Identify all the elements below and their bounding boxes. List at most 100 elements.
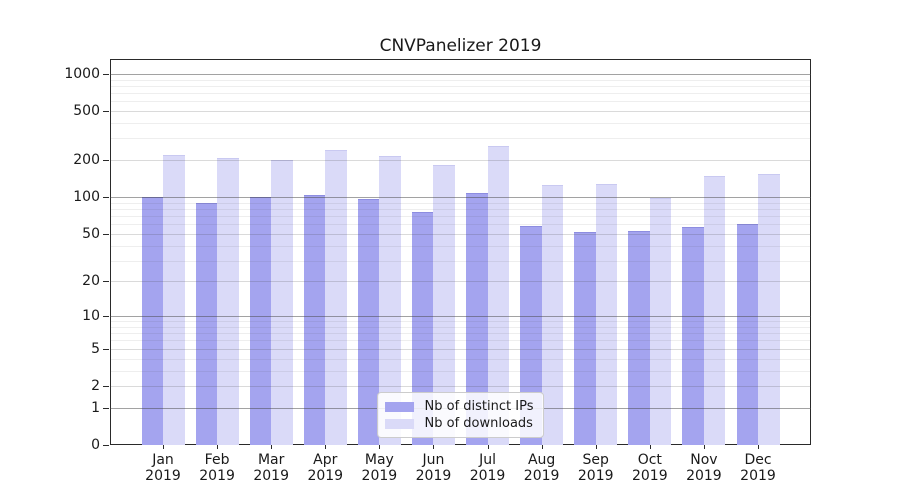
- x-tick-mark: [163, 445, 164, 449]
- bar-downloads-jun: [433, 165, 455, 445]
- bar-distinct-ips-nov: [682, 226, 704, 445]
- gridline-y-9: [110, 321, 811, 323]
- y-tick-mark: [103, 233, 109, 235]
- y-axis-tick-label: 200: [73, 152, 100, 169]
- gridline-y-600: [110, 101, 811, 103]
- legend-label: Nb of distinct IPs: [424, 399, 534, 414]
- gridline-y-4: [110, 358, 811, 360]
- x-axis-tick-label: Dec 2019: [728, 452, 788, 484]
- gridline-y-300: [110, 138, 811, 140]
- gridline-y-90: [110, 202, 811, 204]
- gridline-y-400: [110, 123, 811, 125]
- gridline-y-2: [110, 385, 811, 387]
- x-tick-year: 2019: [631, 468, 668, 484]
- y-axis-tick-label: 20: [82, 273, 100, 290]
- gridline-y-3: [110, 370, 811, 372]
- bar-downloads-feb: [217, 158, 239, 445]
- bar-distinct-ips-aug: [520, 225, 542, 445]
- x-tick-year: 2019: [253, 468, 289, 484]
- gridline-y-80: [110, 208, 811, 210]
- gridline-y-200: [110, 160, 811, 162]
- x-tick-month: Nov: [690, 452, 718, 468]
- gridline-y-10: [110, 316, 811, 318]
- y-tick-mark: [103, 160, 109, 162]
- x-tick-month: Jul: [479, 452, 496, 468]
- x-axis-tick-label: Oct 2019: [620, 452, 680, 484]
- x-axis-tick-label: Apr 2019: [295, 452, 355, 484]
- bar-downloads-nov: [703, 176, 726, 445]
- x-axis-tick-label: Sep 2019: [566, 452, 626, 484]
- x-tick-year: 2019: [307, 468, 344, 484]
- bar-downloads-may: [379, 156, 401, 445]
- bar-downloads-oct: [649, 198, 672, 445]
- x-tick-month: Dec: [744, 452, 772, 468]
- x-tick-month: Aug: [527, 452, 556, 468]
- bar-downloads-jul: [487, 146, 510, 445]
- x-tick-mark: [758, 445, 759, 449]
- x-tick-year: 2019: [740, 468, 776, 484]
- y-axis-tick-label: 1000: [64, 65, 100, 82]
- x-tick-mark: [217, 445, 219, 449]
- gridline-y-5: [110, 348, 811, 350]
- chart-title: CNVPanelizer 2019: [379, 36, 542, 56]
- bar-distinct-ips-dec: [736, 224, 758, 445]
- y-axis-tick-label: 1: [91, 399, 100, 416]
- legend-item-distinct-ips: Nb of distinct IPs: [384, 398, 534, 415]
- y-tick-mark: [103, 445, 109, 446]
- bar-downloads-jan: [163, 155, 185, 445]
- x-tick-month: Feb: [204, 452, 230, 468]
- y-axis-tick-label: 10: [82, 308, 100, 325]
- y-axis-tick-label: 100: [73, 189, 100, 206]
- x-tick-month: Mar: [257, 452, 285, 468]
- y-tick-mark: [103, 281, 109, 283]
- gridline-y-30: [110, 260, 811, 262]
- bar-downloads-aug: [541, 185, 564, 445]
- x-axis-tick-label: Aug 2019: [512, 452, 572, 484]
- x-tick-month: Jan: [152, 452, 174, 468]
- x-tick-mark: [649, 445, 651, 449]
- x-axis-tick-label: Jun 2019: [403, 452, 463, 484]
- bar-distinct-ips-apr: [303, 195, 326, 445]
- bar-downloads-sep: [595, 184, 618, 445]
- legend-swatch: [384, 401, 414, 412]
- x-tick-mark: [325, 445, 327, 449]
- legend: Nb of distinct IPs Nb of downloads: [376, 392, 545, 438]
- y-tick-mark: [103, 111, 109, 113]
- gridline-y-50: [110, 233, 811, 235]
- legend-label: Nb of downloads: [424, 416, 533, 431]
- gridline-y-20: [110, 281, 811, 283]
- bar-distinct-ips-sep: [574, 231, 596, 445]
- x-tick-mark: [595, 445, 597, 449]
- gridline-y-900: [110, 79, 811, 81]
- x-tick-year: 2019: [415, 468, 452, 484]
- x-tick-mark: [541, 445, 543, 449]
- y-axis-tick-label: 2: [91, 377, 100, 394]
- x-tick-year: 2019: [469, 468, 506, 484]
- x-axis-tick-label: Mar 2019: [241, 452, 301, 484]
- gridline-y-500: [110, 111, 811, 113]
- gridline-y-6: [110, 340, 811, 342]
- x-tick-month: May: [364, 452, 394, 468]
- x-axis-tick-label: Nov 2019: [674, 452, 734, 484]
- bar-downloads-apr: [325, 150, 347, 445]
- y-axis-tick-label: 5: [91, 340, 100, 357]
- x-tick-mark: [703, 445, 705, 449]
- x-tick-month: Apr: [313, 452, 338, 468]
- y-axis-tick-label: 0: [91, 437, 100, 453]
- gridline-y-60: [110, 224, 811, 226]
- y-tick-mark: [103, 73, 109, 75]
- y-tick-mark: [103, 316, 109, 318]
- x-tick-mark: [487, 445, 489, 449]
- x-tick-month: Oct: [637, 452, 662, 468]
- legend-swatch: [384, 418, 414, 429]
- x-tick-month: Sep: [582, 452, 609, 468]
- y-axis-tick-label: 500: [73, 103, 100, 120]
- x-axis-tick-label: Jan 2019: [133, 452, 193, 484]
- x-tick-year: 2019: [577, 468, 614, 484]
- x-axis-tick-label: Jul 2019: [458, 452, 518, 484]
- gridline-y-700: [110, 93, 811, 95]
- gridline-y-40: [110, 245, 811, 247]
- bar-distinct-ips-jun: [411, 211, 434, 445]
- y-tick-mark: [103, 348, 109, 350]
